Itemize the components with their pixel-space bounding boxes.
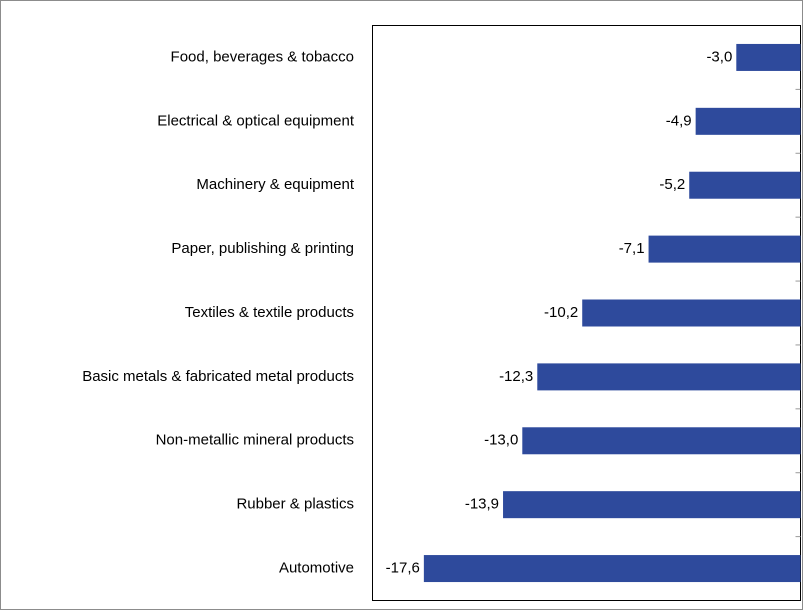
y-tick-label: Electrical & optical equipment [157, 112, 355, 129]
bar [736, 43, 801, 71]
bar [582, 299, 801, 327]
bar [689, 171, 801, 199]
data-label: -10,2 [544, 304, 578, 321]
bar [537, 363, 801, 391]
data-label: -7,1 [619, 240, 645, 257]
bar [648, 235, 801, 263]
bar [503, 491, 801, 519]
y-tick-label: Basic metals & fabricated metal products [82, 368, 354, 385]
data-label: -17,6 [386, 560, 420, 577]
data-label: -13,0 [484, 432, 518, 449]
data-label: -3,0 [706, 48, 732, 65]
y-tick-label: Non-metallic mineral products [156, 432, 354, 449]
bar [695, 107, 801, 135]
data-label: -4,9 [666, 112, 692, 129]
y-tick-label: Textiles & textile products [185, 304, 354, 321]
y-tick-label: Paper, publishing & printing [171, 240, 354, 257]
data-label: -12,3 [499, 368, 533, 385]
bar [522, 427, 801, 455]
y-tick-label: Rubber & plastics [236, 496, 354, 513]
y-tick-label: Automotive [279, 560, 354, 577]
data-label: -5,2 [659, 176, 685, 193]
y-tick-label: Machinery & equipment [196, 176, 354, 193]
data-label: -13,9 [465, 496, 499, 513]
bar [423, 555, 801, 583]
y-tick-label: Food, beverages & tobacco [171, 48, 354, 65]
